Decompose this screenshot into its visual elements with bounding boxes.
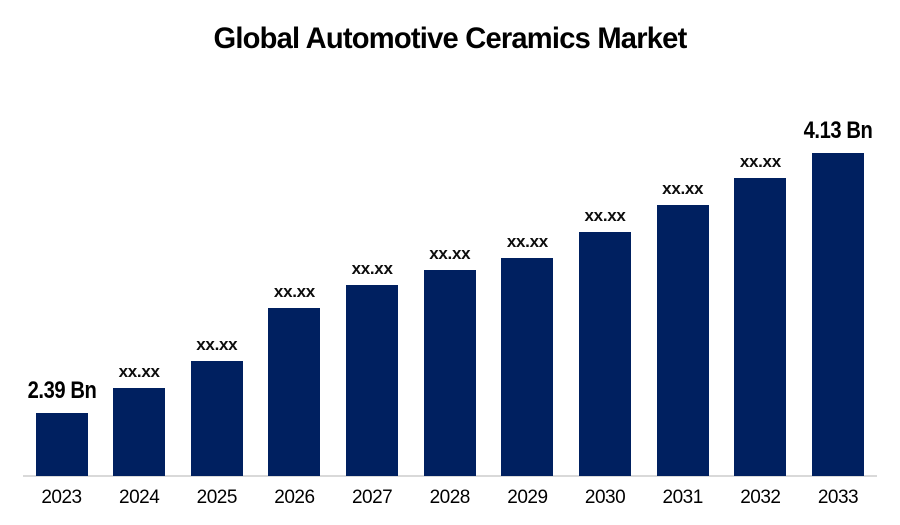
- x-axis-label-2025: 2025: [196, 487, 238, 508]
- value-label-2030: xx.xx: [584, 206, 626, 226]
- bar-2030: [579, 232, 632, 476]
- value-label-2028: xx.xx: [429, 243, 471, 263]
- chart-title: Global Automotive Ceramics Market: [213, 22, 687, 55]
- value-label-2024: xx.xx: [118, 361, 160, 381]
- x-axis-label-2031: 2031: [662, 487, 704, 508]
- bar-2024: [113, 387, 166, 476]
- x-axis-label-2032: 2032: [740, 487, 781, 508]
- bar-2026: [268, 308, 321, 476]
- x-axis-label-2028: 2028: [429, 487, 471, 508]
- value-label-2025: xx.xx: [196, 334, 238, 354]
- x-axis-label-2029: 2029: [507, 487, 548, 508]
- value-label-2029: xx.xx: [506, 231, 548, 251]
- x-axis-label-2023: 2023: [41, 487, 82, 508]
- value-label-2026: xx.xx: [273, 282, 315, 302]
- bar-2025: [190, 360, 243, 476]
- bar-2033: [812, 153, 864, 476]
- bar-2027: [346, 284, 399, 476]
- bar-2032: [734, 178, 787, 476]
- bar-2028: [423, 269, 476, 476]
- x-axis-line: [23, 475, 877, 477]
- x-axis-label-2027: 2027: [351, 487, 393, 508]
- x-axis-label-2030: 2030: [584, 487, 626, 508]
- x-axis-label-2024: 2024: [119, 487, 160, 508]
- value-label-2032: xx.xx: [739, 152, 781, 172]
- value-label-2031: xx.xx: [662, 179, 704, 199]
- value-label-2027: xx.xx: [351, 258, 393, 278]
- bar-2023: [35, 413, 88, 476]
- bar-2029: [501, 257, 554, 476]
- x-axis-label-2026: 2026: [274, 487, 315, 508]
- bar-2031: [656, 205, 709, 476]
- x-axis-label-2033: 2033: [817, 487, 859, 508]
- value-label-2023: 2.39 Bn: [27, 377, 96, 404]
- value-label-2033: 4.13 Bn: [803, 117, 873, 145]
